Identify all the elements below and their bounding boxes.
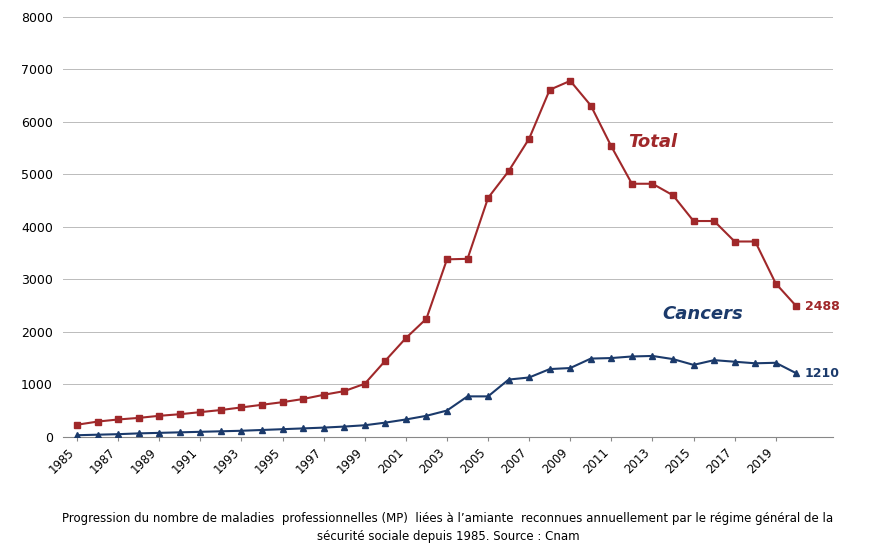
Text: Progression du nombre de maladies  professionnelles (MP)  liées à l’amiante  rec: Progression du nombre de maladies profes… (63, 512, 833, 543)
Text: 1210: 1210 (805, 367, 840, 380)
Text: Total: Total (628, 133, 676, 151)
Text: 2488: 2488 (805, 300, 840, 312)
Text: Cancers: Cancers (663, 305, 744, 323)
